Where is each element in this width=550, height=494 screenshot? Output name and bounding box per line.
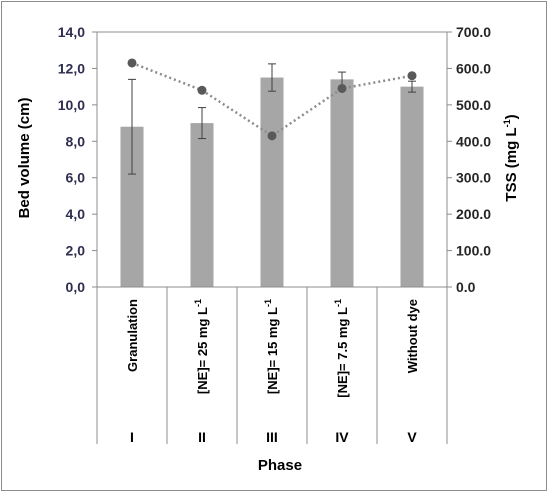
y-left-tick-label: 12,0 xyxy=(58,60,85,76)
tss-point-5 xyxy=(407,71,417,81)
bar-2 xyxy=(190,123,214,287)
y-left-tick-label: 0,0 xyxy=(66,279,86,295)
category-label-main: [NE]= 7.5 mg L xyxy=(335,307,350,398)
category-label-sup: -1 xyxy=(333,299,343,307)
tss-line xyxy=(131,61,413,138)
bars-layer xyxy=(120,77,424,288)
bar-4 xyxy=(330,79,354,287)
tss-point-4 xyxy=(337,83,347,93)
y-right-tick-label: 500.0 xyxy=(456,97,491,113)
category-label: [NE]= 15 mg L-1 xyxy=(263,299,280,394)
category-label: Granulation xyxy=(125,299,140,372)
y-left-tick-label: 2,0 xyxy=(66,243,86,259)
phase-label: V xyxy=(407,429,417,445)
bar-5 xyxy=(400,86,424,288)
phase-label: IV xyxy=(335,429,349,445)
tss-point-1 xyxy=(127,58,137,68)
y-left-axis-title: Bed volume (cm) xyxy=(16,98,33,219)
y-left-tick-label: 4,0 xyxy=(66,206,86,222)
phase-label: I xyxy=(130,429,134,445)
phase-label: III xyxy=(266,429,278,445)
y-left-tick-label: 6,0 xyxy=(66,170,86,186)
y-right-tick-label: 600.0 xyxy=(456,60,491,76)
phase-label: II xyxy=(198,429,206,445)
tss-line-layer xyxy=(127,58,417,141)
x-axis-title: Phase xyxy=(258,457,302,474)
y-right-axis-title: TSS (mg L-1) xyxy=(502,114,520,201)
y-right-axis-title-end: ) xyxy=(503,114,520,119)
plot-area-border xyxy=(96,31,448,288)
y-right-tick-label: 700.0 xyxy=(456,24,491,40)
y-right-tick-label: 0.0 xyxy=(456,279,476,295)
labels-layer: 0,0 2,0 4,0 6,0 8,0 10,0 12,0 14,0 0.0 100.0 200.0… xyxy=(58,24,491,445)
category-label-main: [NE]= 25 mg L xyxy=(195,307,210,394)
bar-1 xyxy=(120,126,144,287)
bar-3 xyxy=(260,77,284,288)
y-right-tick-label: 200.0 xyxy=(456,206,491,222)
y-left-tick-label: 10,0 xyxy=(58,97,85,113)
category-label: [NE]= 7.5 mg L-1 xyxy=(333,299,350,398)
y-left-tick-label: 8,0 xyxy=(66,133,86,149)
axes-layer xyxy=(92,31,452,444)
tss-point-3 xyxy=(267,131,277,141)
category-label-main: [NE]= 15 mg L xyxy=(265,307,280,394)
category-label-sup: -1 xyxy=(193,299,203,307)
y-left-tick-label: 14,0 xyxy=(58,24,85,40)
category-label-main: Without dye xyxy=(405,299,420,373)
y-right-axis-title-sup: -1 xyxy=(502,119,512,127)
category-label-main: Granulation xyxy=(125,299,140,372)
y-right-tick-label: 400.0 xyxy=(456,133,491,149)
y-right-tick-label: 100.0 xyxy=(456,243,491,259)
category-label: [NE]= 25 mg L-1 xyxy=(193,299,210,394)
y-right-axis-title-main: TSS (mg L xyxy=(503,127,520,201)
tss-point-2 xyxy=(197,85,207,95)
category-label-sup: -1 xyxy=(263,299,273,307)
category-label: Without dye xyxy=(405,299,420,373)
y-right-tick-label: 300.0 xyxy=(456,170,491,186)
